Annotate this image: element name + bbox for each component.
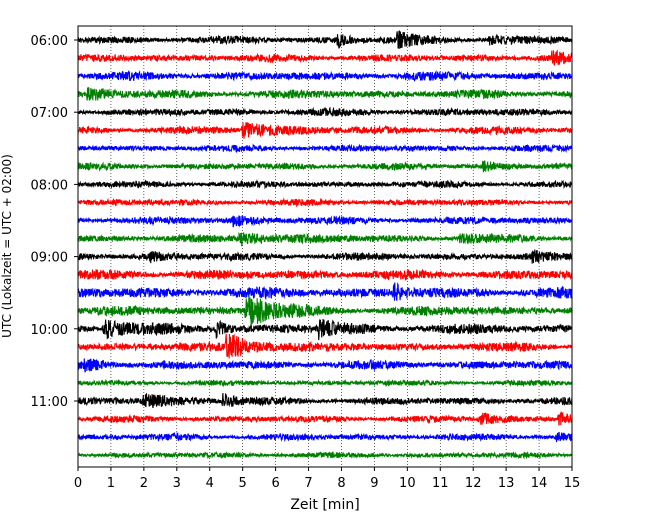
trace-line bbox=[77, 30, 573, 49]
x-tick-label: 9 bbox=[370, 476, 378, 491]
x-tick-label: 0 bbox=[74, 476, 82, 491]
trace-line bbox=[77, 106, 573, 118]
x-tick-label: 7 bbox=[304, 476, 312, 491]
plot-area bbox=[78, 26, 572, 467]
seismogram-traces bbox=[77, 30, 573, 460]
trace-line bbox=[77, 431, 573, 443]
trace-line bbox=[77, 179, 573, 190]
x-tick-label: 3 bbox=[173, 476, 181, 491]
x-tick-label: 8 bbox=[337, 476, 345, 491]
y-tick-label: 09:00 bbox=[31, 251, 68, 266]
trace-line bbox=[77, 294, 573, 327]
trace-line bbox=[77, 231, 573, 247]
trace-line bbox=[77, 214, 573, 228]
trace-line bbox=[77, 393, 573, 409]
x-axis-ticks: 0 1 2 3 4 5 6 7 8 9 10 11 12 13 14 15 bbox=[74, 467, 580, 491]
trace-line bbox=[77, 319, 573, 341]
trace-line bbox=[77, 87, 573, 101]
trace-line bbox=[77, 122, 573, 139]
trace-line bbox=[77, 69, 573, 82]
x-tick-label: 12 bbox=[465, 476, 482, 491]
trace-line bbox=[77, 450, 573, 460]
x-tick-label: 1 bbox=[107, 476, 115, 491]
y-tick-label: 10:00 bbox=[31, 323, 68, 338]
trace-line bbox=[77, 358, 573, 373]
trace-line bbox=[77, 249, 573, 264]
y-tick-label: 07:00 bbox=[31, 106, 68, 121]
y-tick-label: 08:00 bbox=[31, 178, 68, 193]
y-axis-ticks: 06:00 07:00 08:00 09:00 10:00 11:00 bbox=[31, 34, 78, 410]
x-tick-label: 5 bbox=[239, 476, 247, 491]
trace-line bbox=[77, 281, 573, 301]
y-tick-label: 11:00 bbox=[31, 395, 68, 410]
y-axis-label: UTC (Lokalzeit = UTC + 02:00) bbox=[0, 154, 14, 338]
trace-line bbox=[77, 378, 573, 388]
trace-line bbox=[77, 160, 573, 173]
x-tick-label: 13 bbox=[498, 476, 515, 491]
trace-line bbox=[77, 411, 573, 426]
x-tick-label: 4 bbox=[206, 476, 214, 491]
plot-frame bbox=[77, 25, 573, 468]
trace-line bbox=[77, 268, 573, 282]
trace-line bbox=[77, 333, 573, 359]
trace-line bbox=[77, 49, 573, 66]
x-tick-label: 10 bbox=[399, 476, 416, 491]
x-tick-label: 14 bbox=[531, 476, 548, 491]
x-tick-label: 6 bbox=[271, 476, 279, 491]
trace-line bbox=[77, 143, 573, 154]
x-tick-label: 11 bbox=[432, 476, 449, 491]
y-tick-label: 06:00 bbox=[31, 34, 68, 49]
x-axis-label: Zeit [min] bbox=[290, 497, 359, 513]
x-tick-label: 2 bbox=[140, 476, 148, 491]
trace-line bbox=[77, 197, 573, 208]
x-tick-label: 15 bbox=[564, 476, 581, 491]
